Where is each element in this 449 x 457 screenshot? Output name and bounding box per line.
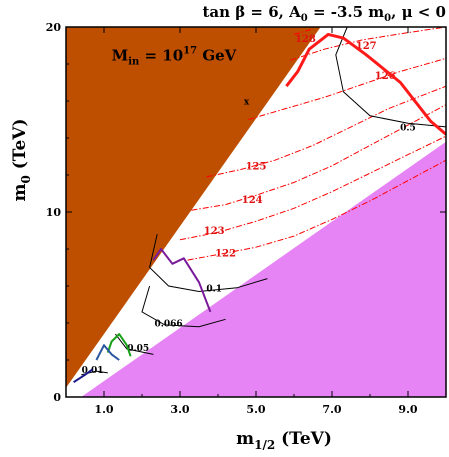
plot-area: 122 123 124 125 126 127 128 0.5 0.1 0.066 0.05 0.01… [66, 27, 446, 397]
boundary-line-0 [285, 32, 446, 136]
lifetime-contour-0.066 [141, 285, 226, 328]
higgs-contour-124 [191, 104, 446, 211]
higgs-contour-125 [206, 85, 446, 178]
boundary-line-4 [73, 368, 94, 384]
chart-title: tan β = 6, A0 = -3.5 m0, μ < 0 [202, 3, 446, 24]
higgs-contour-128 [293, 28, 314, 35]
lifetime-contour-label-0.066: 0.066 [155, 320, 183, 330]
higgs-contour-122 [187, 159, 446, 261]
y-tick-label-20: 20 [46, 21, 62, 34]
higgs-contour-label-125: 125 [246, 161, 267, 172]
lifetime-contour-0.1 [149, 234, 268, 293]
lifetime-contour-label-0.1: 0.1 [206, 285, 222, 295]
lifetime-contour-label-0.5: 0.5 [400, 124, 416, 134]
lifetime-contour-0.05 [115, 333, 154, 355]
boundary-line-2 [106, 333, 132, 357]
x-tick-label-5.0: 5.0 [246, 403, 265, 416]
excluded-region-pink [81, 141, 446, 397]
higgs-contour-label-122: 122 [215, 248, 236, 259]
boundary-line-3 [95, 344, 120, 361]
x-tick-label-1.0: 1.0 [94, 403, 113, 416]
x-tick-label-9.0: 9.0 [398, 403, 417, 416]
boundary-line-1 [152, 248, 212, 313]
higgs-contour-label-124: 124 [242, 195, 263, 206]
min-annotation: Min = 1017 GeV [112, 45, 237, 67]
lifetime-contour-label-0.05: 0.05 [127, 344, 149, 354]
lifetime-contour-label-0.01: 0.01 [82, 366, 104, 376]
x-tick-label-7.0: 7.0 [322, 403, 341, 416]
excluded-region-brown [66, 27, 321, 388]
higgs-contour-label-123: 123 [204, 226, 225, 237]
y-tick-label-0: 0 [53, 391, 61, 404]
x-axis-label: m1/2 (TeV) [236, 429, 332, 452]
lifetime-contour-0.5 [335, 27, 446, 128]
y-tick-label-10: 10 [46, 206, 62, 219]
higgs-contour-127 [290, 27, 446, 61]
higgs-contour-label-127: 127 [356, 41, 377, 52]
higgs-contour-label-126: 126 [375, 71, 396, 82]
axis-ticks: 1.0 3.0 5.0 7.0 9.0 0 10 20 [46, 21, 447, 416]
higgs-contour-label-128: 128 [295, 34, 316, 45]
point-marker: x [244, 98, 250, 108]
x-tick-label-3.0: 3.0 [170, 403, 189, 416]
y-axis-label: m0 (TeV) [10, 118, 33, 201]
higgs-contour-123 [179, 135, 446, 241]
